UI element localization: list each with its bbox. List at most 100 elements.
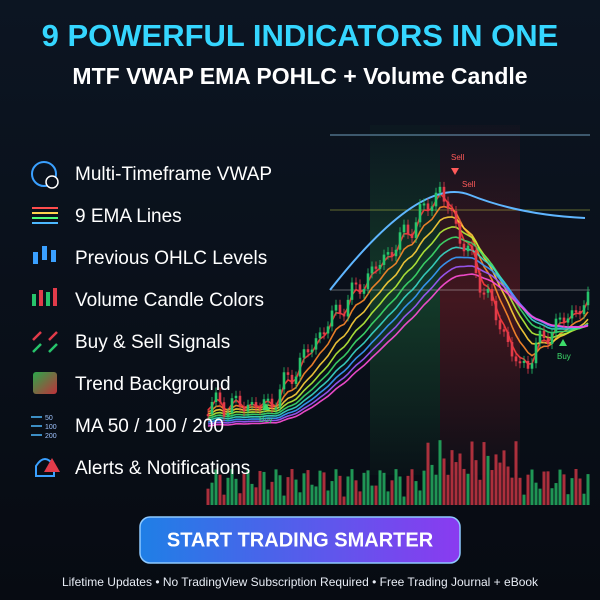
candle-body [218,392,222,403]
candle-body [278,389,282,408]
volume-bar [414,481,418,505]
candle-body [230,398,234,414]
headline: 9 POWERFUL INDICATORS IN ONE [42,18,559,53]
trend-icon [33,372,57,394]
volume-bar [502,450,506,505]
candle-body [370,266,374,274]
candle-body [306,349,310,353]
candle-body [450,208,454,212]
candle-body [266,398,270,401]
volume-bar [578,478,582,505]
candle-body [406,224,410,234]
candle-body [490,289,494,301]
volume-bar [314,486,318,505]
candle-body [246,404,250,412]
feature-item: Trend Background [75,374,231,395]
volume-bar [474,460,478,505]
volume-bar [406,475,410,505]
candle-body [522,360,526,363]
volume-bar [234,478,238,505]
volume-bar [550,488,554,505]
volume-bar [514,441,518,505]
volume-bar [230,469,234,505]
candle-body [378,264,382,269]
volume-bar [450,450,454,505]
candle-body [550,333,554,344]
candle-body [374,266,378,269]
volume-bar [262,471,266,505]
candle-body [586,291,590,306]
candle-body [214,392,218,403]
volume-bar [534,482,538,505]
candle-body [446,201,450,209]
clock-icon [45,175,59,189]
candle-body [458,223,462,244]
volume-bar [294,479,298,505]
volume-bar [554,483,558,505]
volume-bar [566,494,570,505]
candle-body [518,361,522,364]
candle-body [346,299,350,317]
candle-body [478,272,482,293]
ma-icon [31,416,42,436]
ma-icon-label: 200 [45,433,57,440]
buy-arrow [559,339,567,346]
candle-body [562,317,566,323]
ema-line [207,236,589,419]
feature-item: Multi-Timeframe VWAP [75,164,272,185]
candle-body [326,326,330,334]
volume-bar [522,494,526,505]
candle-body [254,402,258,408]
volume-bar [582,493,586,505]
volume-bar [434,474,438,505]
ema-line [207,216,589,415]
cta-button[interactable] [139,516,461,564]
candle-body [414,222,418,238]
ema-line [207,265,589,425]
trend-band-red [440,125,520,475]
volume-bar [374,485,378,505]
cta-button-label[interactable]: START TRADING SMARTER [167,529,434,551]
candle-body [498,320,502,330]
candle-body [466,245,470,252]
volume-bar [586,474,590,505]
volume-bar [478,479,482,505]
volume-bar [470,441,474,505]
candle-body [334,304,338,311]
candle-body [506,331,510,343]
candle-body [366,273,370,289]
volume-bar [206,488,210,505]
candle-body [386,252,390,255]
volume-bar [278,475,282,505]
volume-bar [378,470,382,505]
volume-bar [574,469,578,505]
volume-bar [418,490,422,505]
volume-bar [530,469,534,505]
volume-bar [538,488,542,505]
candle-body [274,407,278,410]
volume-bar [398,476,402,505]
subheadline: MTF VWAP EMA POHLC + Volume Candle [72,63,527,89]
candle-body [270,398,274,408]
buy-label: Buy [259,415,273,424]
ma-icon-label: 100 [45,424,57,431]
candle-body [314,338,318,350]
candle-body [234,395,238,399]
volume-bar [338,475,342,505]
volume-bar [466,473,470,505]
candle-body [530,363,534,369]
volume-bar [274,469,278,505]
sell-arrow [451,168,459,175]
feature-item: Alerts & Notifications [75,458,250,479]
feature-item: Volume Candle Colors [75,290,264,311]
candle-body [442,186,446,202]
candle-body [258,407,262,410]
buy-label: Buy [557,352,571,361]
volume-bar [334,469,338,505]
volume-bar [562,474,566,505]
volume-bar [342,496,346,505]
volume-bar [390,480,394,505]
volume-bar [306,470,310,505]
candle-body [390,252,394,257]
candle-body [398,232,402,250]
